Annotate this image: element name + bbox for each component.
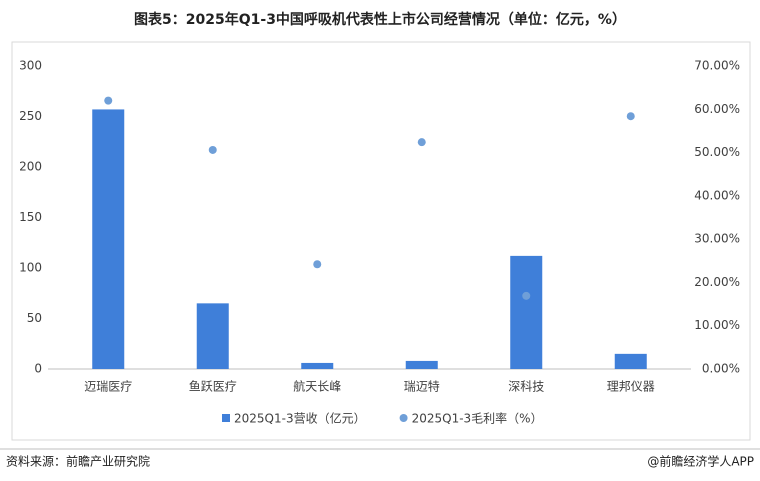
x-tick-label: 迈瑞医疗 [84, 380, 132, 394]
dot [313, 260, 322, 269]
y2-tick-label: 60.00% [694, 102, 740, 116]
dot [208, 145, 217, 154]
x-tick-label: 鱼跃医疗 [189, 380, 237, 394]
y-tick-label: 200 [19, 160, 42, 174]
y2-tick-label: 40.00% [694, 188, 740, 202]
y-tick-label: 150 [19, 210, 42, 224]
y-tick-label: 100 [19, 261, 42, 275]
legend-swatch [399, 414, 408, 422]
legend-swatch [222, 414, 230, 422]
y2-tick-label: 30.00% [694, 232, 740, 246]
bar [301, 362, 334, 369]
y2-tick-label: 20.00% [694, 275, 740, 289]
chart-title: 图表5：2025年Q1-3中国呼吸机代表性上市公司经营情况（单位：亿元，%） [134, 11, 626, 28]
bar [614, 353, 647, 369]
y-tick-label: 300 [19, 59, 42, 73]
y-tick-label: 250 [19, 109, 42, 123]
y-tick-label: 0 [34, 362, 42, 376]
plot-frame [11, 41, 751, 441]
dot [417, 138, 426, 147]
bar [92, 109, 125, 370]
bar [196, 303, 229, 369]
bar [510, 255, 543, 369]
credit: @前瞻经济学人APP [647, 454, 754, 469]
bar [405, 360, 438, 369]
y2-tick-label: 70.00% [694, 59, 740, 73]
y-tick-label: 50 [27, 311, 42, 325]
y2-tick-label: 50.00% [694, 145, 740, 159]
dot [626, 112, 635, 121]
x-tick-label: 瑞迈特 [404, 379, 440, 394]
dot [104, 96, 113, 105]
dot [522, 291, 531, 300]
x-tick-label: 航天长峰 [293, 379, 341, 394]
x-tick-label: 理邦仪器 [607, 380, 655, 394]
legend-label: 2025Q1-3毛利率（%） [412, 411, 543, 426]
y2-tick-label: 10.00% [694, 318, 740, 332]
x-tick-label: 深科技 [508, 380, 544, 394]
y2-tick-label: 0.00% [702, 362, 740, 376]
source: 资料来源：前瞻产业研究院 [6, 454, 150, 469]
legend-label: 2025Q1-3营收（亿元） [234, 411, 366, 426]
